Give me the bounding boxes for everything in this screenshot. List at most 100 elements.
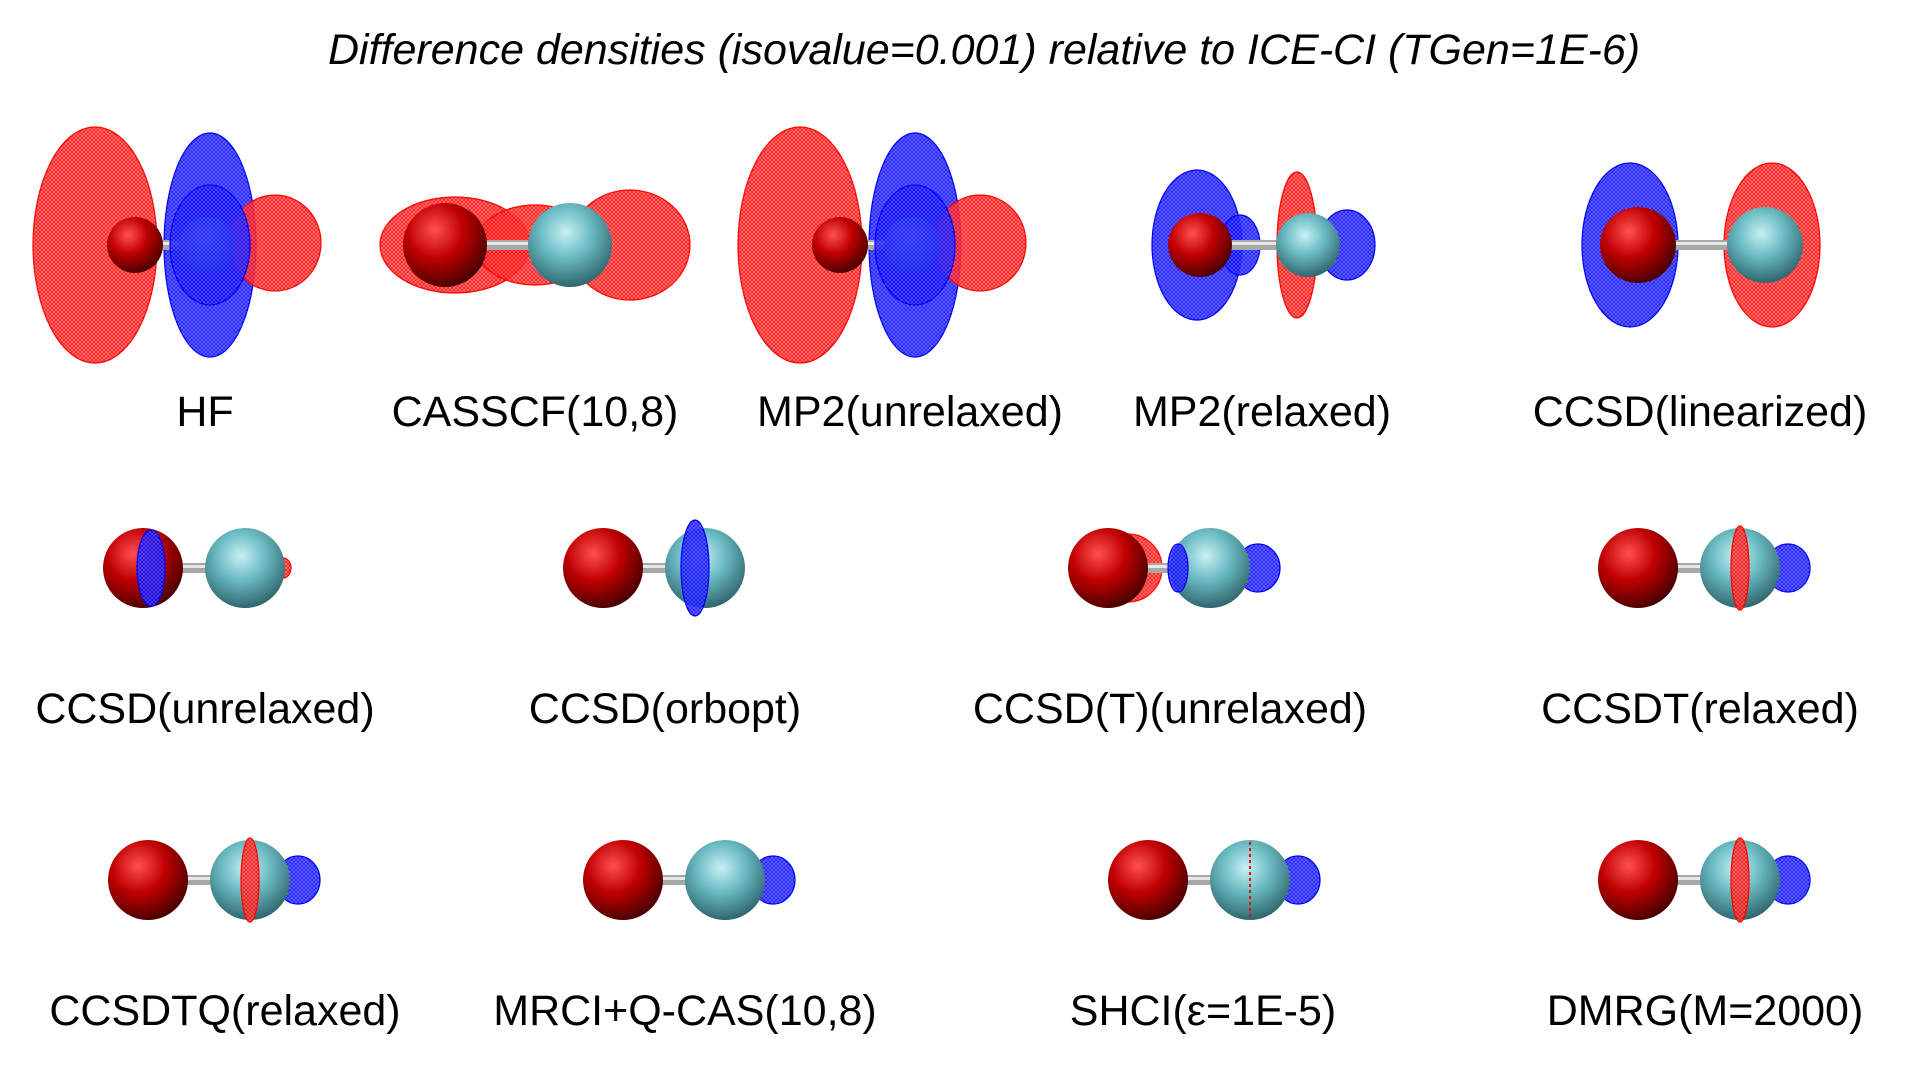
oxygen-atom	[1598, 840, 1678, 920]
bond	[445, 240, 570, 250]
bond-highlight	[151, 565, 237, 568]
molecule-group	[1598, 525, 1811, 611]
second-atom	[179, 217, 235, 273]
second-atom	[528, 203, 612, 287]
molecule-group	[1151, 169, 1376, 321]
positive-density-lobe	[1276, 171, 1318, 319]
negative-density-lobe	[1275, 855, 1321, 905]
second-atom	[685, 840, 765, 920]
oxygen-atom	[103, 528, 183, 608]
positive-density-lobe	[737, 126, 863, 364]
oxygen-atom	[1108, 840, 1188, 920]
second-atom	[884, 217, 940, 273]
bond	[1200, 240, 1308, 250]
negative-density-lobe	[1765, 855, 1811, 905]
second-atom	[665, 528, 745, 608]
bond-highlight	[611, 565, 697, 568]
second-atom	[1210, 840, 1290, 920]
molecule-group	[1108, 840, 1321, 920]
negative-density-lobe	[1765, 543, 1811, 593]
second-atom	[1170, 528, 1250, 608]
bond-highlight	[1646, 242, 1757, 245]
method-label: DMRG(M=2000)	[1546, 987, 1864, 1035]
molecule-group	[737, 126, 1027, 364]
positive-density-lobe	[274, 557, 292, 579]
method-label: CCSD(orbopt)	[528, 685, 802, 733]
oxygen-atom	[1068, 528, 1148, 608]
negative-density-lobe	[1318, 209, 1376, 281]
oxygen-atom	[403, 203, 487, 287]
bond	[148, 875, 250, 885]
figure-title: Difference densities (isovalue=0.001) re…	[328, 26, 1641, 74]
bond	[143, 563, 245, 573]
positive-density-lobe	[474, 204, 596, 286]
bond-highlight	[848, 242, 904, 245]
method-label: CCSDTQ(relaxed)	[49, 987, 401, 1035]
negative-density-lobe	[868, 132, 962, 358]
bond-highlight	[1208, 242, 1300, 245]
positive-density-lobe	[933, 194, 1027, 292]
positive-density-lobe	[379, 196, 531, 294]
method-label: CCSD(linearized)	[1532, 388, 1868, 436]
positive-density-lobe	[240, 837, 260, 923]
bond-highlight	[156, 877, 242, 880]
negative-density-lobe	[874, 184, 956, 306]
second-atom	[1276, 213, 1340, 277]
molecule-group	[108, 837, 321, 923]
method-label: CASSCF(10,8)	[391, 388, 679, 436]
positive-density-lobe	[228, 194, 322, 292]
molecule-group	[1598, 837, 1811, 923]
second-atom	[1727, 207, 1803, 283]
oxygen-atom	[812, 217, 868, 273]
bond-highlight	[1646, 565, 1732, 568]
molecule-group	[583, 840, 796, 920]
second-atom	[1700, 528, 1780, 608]
method-label: HF	[176, 388, 234, 436]
bond	[603, 563, 705, 573]
molecule-group	[379, 189, 691, 301]
molecule-group	[32, 126, 322, 364]
negative-density-lobe	[1581, 162, 1679, 328]
bond	[1108, 563, 1210, 573]
molecule-group	[103, 528, 292, 608]
bond	[1638, 240, 1765, 250]
molecule-group	[563, 519, 745, 617]
method-label: MP2(relaxed)	[1132, 388, 1392, 436]
oxygen-atom	[583, 840, 663, 920]
positive-density-lobe	[32, 126, 158, 364]
positive-density-lobe	[1723, 162, 1821, 328]
positive-density-lobe	[1730, 837, 1750, 923]
method-label: CCSDT(relaxed)	[1541, 685, 1859, 733]
second-atom	[205, 528, 285, 608]
positive-density-lobe	[569, 189, 691, 301]
molecule-group	[1068, 528, 1281, 608]
negative-density-lobe	[1219, 214, 1261, 276]
method-label: CCSD(unrelaxed)	[35, 685, 375, 733]
method-label: SHCI(ε=1E-5)	[1069, 987, 1337, 1035]
method-label: CCSD(T)(unrelaxed)	[972, 685, 1368, 733]
negative-density-lobe	[1151, 169, 1243, 321]
bond	[1148, 875, 1250, 885]
negative-density-lobe	[275, 855, 321, 905]
oxygen-atom	[108, 840, 188, 920]
negative-density-lobe	[680, 519, 710, 617]
bond	[1638, 563, 1740, 573]
oxygen-atom	[1168, 213, 1232, 277]
bond	[623, 875, 725, 885]
bond-highlight	[631, 877, 717, 880]
method-label: MP2(unrelaxed)	[757, 388, 1063, 436]
negative-density-lobe	[1167, 543, 1189, 593]
second-atom	[1700, 840, 1780, 920]
oxygen-atom	[1600, 207, 1676, 283]
bond-highlight	[453, 242, 562, 245]
